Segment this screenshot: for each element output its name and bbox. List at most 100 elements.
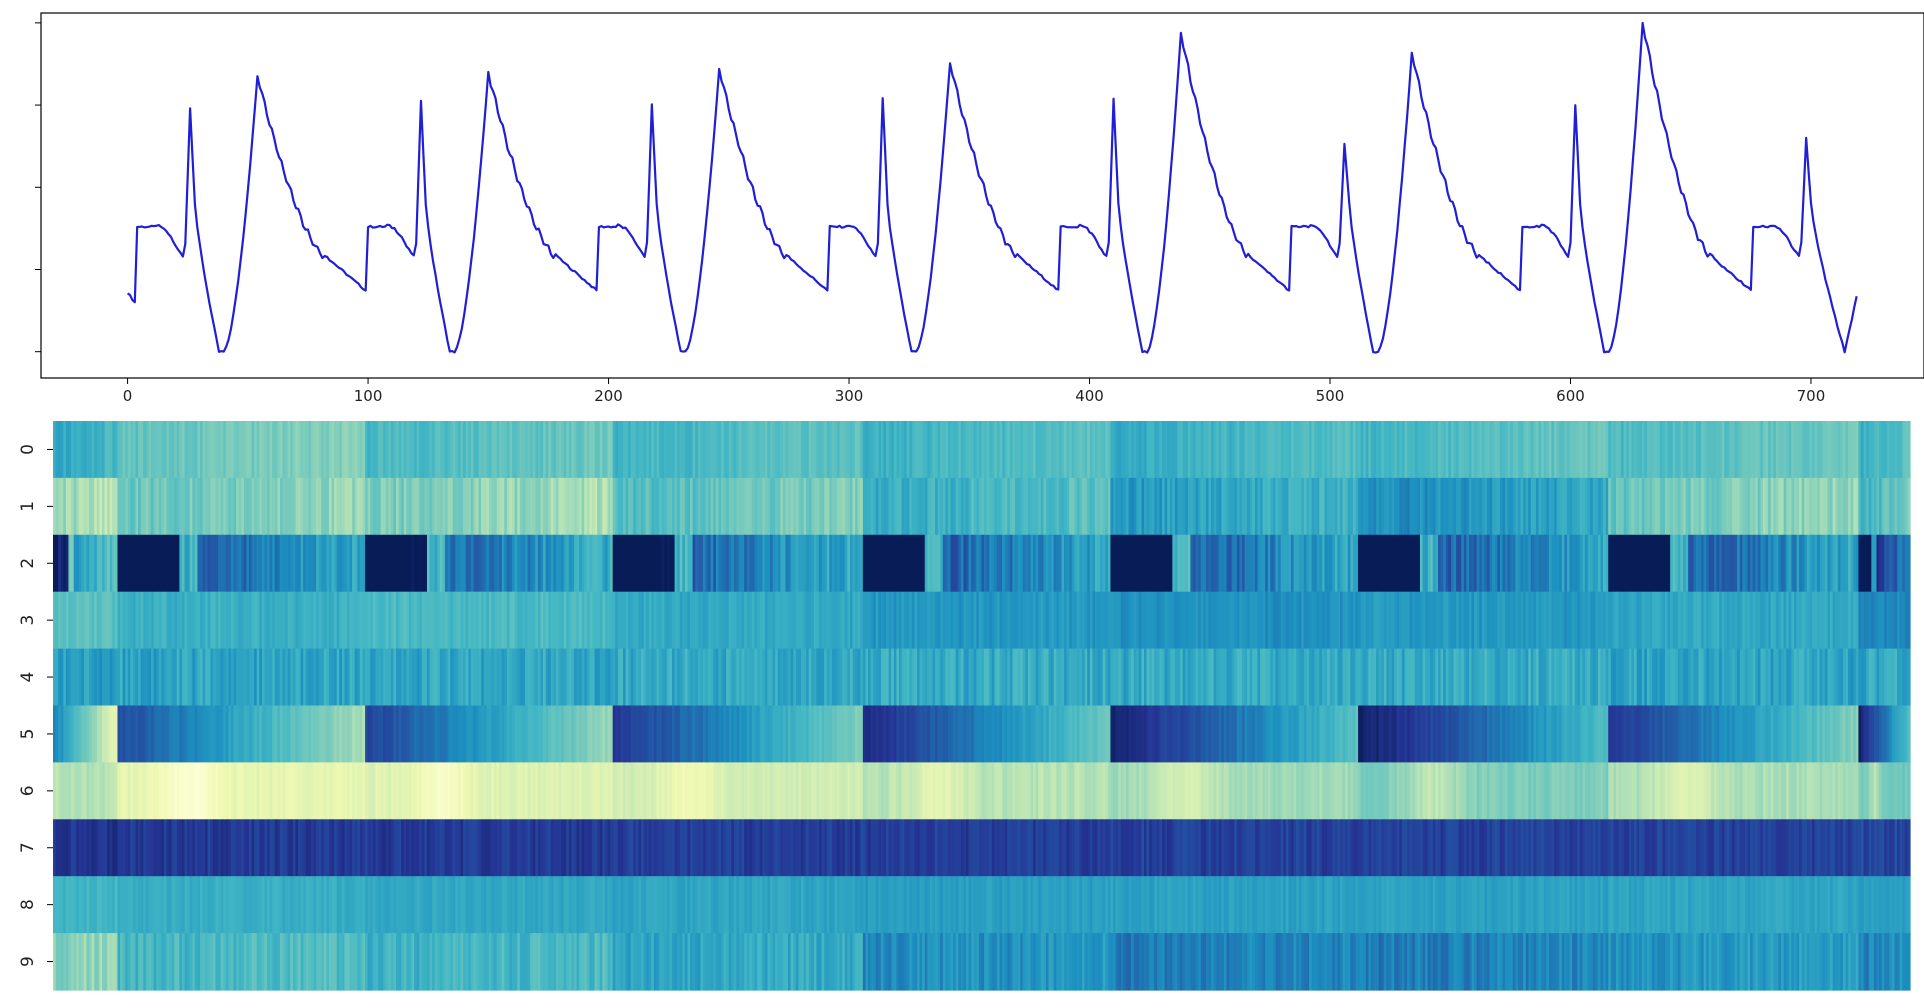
heatmap-cell	[837, 762, 841, 820]
heatmap-cell	[334, 421, 338, 479]
heatmap-cell	[674, 762, 678, 820]
heatmap-cell	[1252, 477, 1256, 536]
heatmap-cell	[1517, 648, 1522, 707]
heatmap-cell	[349, 705, 353, 763]
heatmap-cell	[225, 421, 229, 479]
heatmap-cell	[1592, 648, 1596, 707]
heatmap-cell	[1185, 591, 1189, 650]
heatmap-cell	[1551, 421, 1555, 479]
heatmap-cell	[383, 534, 387, 593]
heatmap-cell	[1713, 421, 1718, 479]
heatmap-cell	[1628, 762, 1633, 820]
heatmap-cell	[1407, 762, 1411, 820]
heatmap-cell	[305, 534, 309, 593]
heatmap-cell	[736, 705, 740, 763]
heatmap-cell	[236, 534, 240, 593]
heatmap-cell	[1476, 477, 1480, 536]
heatmap-cell	[174, 648, 178, 707]
heatmap-cell	[1613, 762, 1617, 820]
heatmap-cell	[625, 421, 629, 479]
heatmap-cell	[1200, 534, 1204, 593]
heatmap-cell	[1363, 705, 1367, 763]
heatmap-cell	[1192, 534, 1197, 593]
heatmap-cell	[633, 705, 637, 763]
heatmap-cell	[1316, 705, 1320, 763]
heatmap-cell	[256, 705, 260, 763]
heatmap-cell	[1760, 648, 1764, 707]
heatmap-cell	[272, 421, 276, 479]
heatmap-cell	[1051, 477, 1055, 536]
heatmap-cell	[1275, 591, 1279, 650]
heatmap-cell	[331, 648, 335, 707]
heatmap-cell	[1133, 762, 1137, 820]
heatmap-cell	[803, 421, 807, 479]
heatmap-cell	[1719, 648, 1723, 707]
heatmap-cell	[1855, 648, 1860, 707]
heatmap-cell	[1272, 648, 1277, 707]
heatmap-cell	[1683, 762, 1687, 820]
heatmap-cell	[99, 477, 103, 536]
heatmap-cell	[1577, 648, 1581, 707]
heatmap-cell	[1298, 421, 1302, 479]
heatmap-cell	[328, 534, 333, 593]
heatmap-cell	[1884, 477, 1888, 536]
heatmap-cell	[749, 648, 753, 707]
heatmap-cell	[545, 591, 549, 650]
heatmap-cell	[880, 648, 885, 707]
heatmap-cell	[1146, 421, 1150, 479]
heatmap-cell	[1391, 591, 1395, 650]
heatmap-cell	[1007, 591, 1011, 650]
heatmap-cell	[1811, 591, 1816, 650]
heatmap-cell	[1845, 477, 1849, 536]
heatmap-cell	[581, 534, 585, 593]
heatmap-cell	[1721, 648, 1725, 707]
heatmap-cell	[651, 591, 655, 650]
heatmap-cell	[499, 591, 503, 650]
heatmap-cell	[1154, 648, 1158, 707]
heatmap-cell	[166, 421, 170, 479]
heatmap-cell	[230, 762, 235, 820]
heatmap-cell	[1641, 591, 1645, 650]
heatmap-cell	[421, 762, 425, 820]
heatmap-cell	[249, 648, 253, 707]
heatmap-cell	[1879, 534, 1883, 593]
heatmap-cell	[279, 591, 284, 650]
heatmap-cell	[785, 705, 789, 763]
heatmap-cell	[1824, 477, 1829, 536]
heatmap-cell	[71, 705, 75, 763]
heatmap-cell	[83, 421, 88, 479]
heatmap-cell	[501, 421, 505, 479]
heatmap-cell	[1143, 534, 1148, 593]
heatmap-cell	[586, 534, 591, 593]
heatmap-cell	[1548, 534, 1553, 593]
heatmap-cell	[679, 534, 683, 593]
heatmap-cell	[1703, 591, 1707, 650]
heatmap-cell	[1401, 534, 1406, 593]
heatmap-cell	[385, 591, 389, 650]
heatmap-cell	[581, 648, 585, 707]
heatmap-cell	[1577, 534, 1581, 593]
heatmap-cell	[573, 762, 578, 820]
heatmap-cell	[496, 477, 500, 536]
heatmap-cell	[63, 534, 67, 593]
heatmap-cell	[532, 421, 536, 479]
heatmap-cell	[212, 591, 217, 650]
heatmap-cell	[1783, 477, 1787, 536]
heatmap-cell	[1541, 762, 1545, 820]
heatmap-cell	[339, 534, 343, 593]
heatmap-cell	[251, 591, 255, 650]
heatmap-cell	[1649, 648, 1653, 707]
heatmap-cell	[1231, 477, 1235, 536]
heatmap-cell	[837, 648, 841, 707]
heatmap-cell	[1401, 591, 1406, 650]
heatmap-cell	[347, 705, 351, 763]
heatmap-cell	[1628, 477, 1633, 536]
heatmap-cell	[842, 591, 846, 650]
heatmap-cell	[1074, 421, 1078, 479]
heatmap-cell	[259, 762, 263, 820]
heatmap-cell	[1138, 477, 1143, 536]
heatmap-cell	[76, 477, 80, 536]
heatmap-cell	[550, 591, 554, 650]
heatmap-cell	[602, 591, 606, 650]
heatmap-cell	[777, 762, 781, 820]
